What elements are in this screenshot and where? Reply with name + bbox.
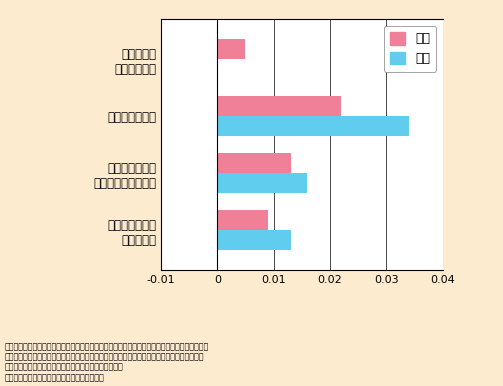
Bar [217,230,291,250]
Bar [217,96,341,116]
Bar [217,116,409,136]
Bar [217,153,291,173]
Bar [217,210,268,230]
Legend: 女子, 男子: 女子, 男子 [384,25,437,71]
Bar [217,39,245,59]
Bar [217,173,307,193]
Text: （注）図表は子どもや親に関する観察不可能な要因（子ども自身の能力や親の教育熱心さなど）
を制御した固定効果モデルによる推計結果をあらわしたもの。数値が正の値で高: （注）図表は子どもや親に関する観察不可能な要因（子ども自身の能力や親の教育熱心さ… [5,342,209,382]
